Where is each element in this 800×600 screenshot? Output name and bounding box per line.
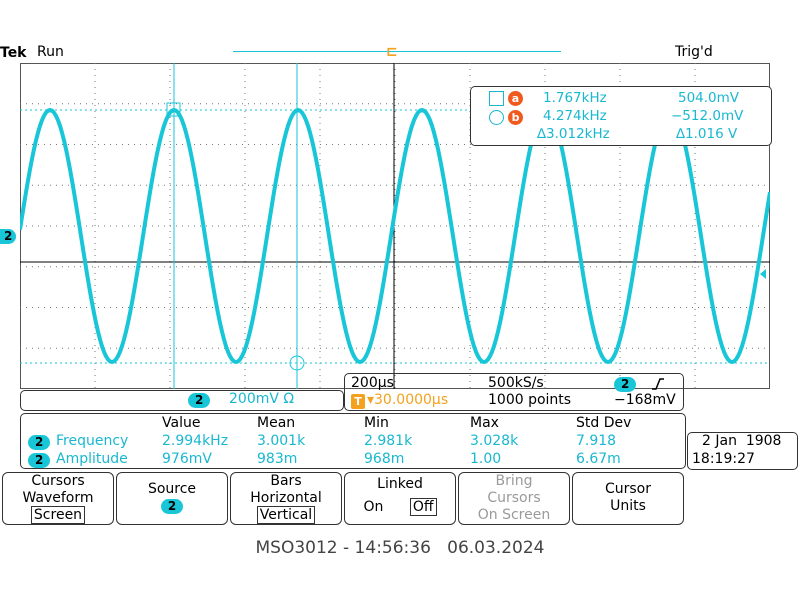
measurements-table: Value Mean Min Max Std Dev 2 Frequency 2…: [20, 413, 686, 469]
linked-on-option: On: [363, 499, 384, 515]
measurement-mean: 3.001k: [257, 433, 306, 449]
measurement-name: Frequency: [56, 433, 129, 449]
cursor-b-badge: b: [508, 110, 523, 125]
cursor-a-square-marker: [166, 102, 181, 117]
timebase-panel[interactable]: 200µs 500kS/s 2 T ▾30.0000µs 1000 points…: [344, 373, 684, 411]
source-label: Source: [147, 481, 197, 497]
sample-rate: 500kS/s: [488, 375, 544, 391]
cursor-a-square-icon: [489, 91, 504, 106]
cursors-waveform-option: Waveform: [22, 490, 94, 506]
cursor-units-label-1: Cursor: [604, 481, 652, 497]
record-length: 1000 points: [488, 392, 572, 408]
horizontal-scale: 200µs: [351, 375, 394, 391]
delta-frequency: ∆3.012kHz: [537, 126, 610, 142]
cursor-a-voltage: 504.0mV: [678, 90, 740, 106]
measurement-std-dev: 6.67m: [576, 451, 621, 467]
header-min: Min: [364, 415, 389, 431]
row-channel-badge: 2: [28, 435, 51, 450]
run-state: Run: [37, 44, 64, 60]
cursor-a-frequency: 1.767kHz: [543, 90, 607, 106]
cursor-readout-panel: a 1.767kHz 504.0mV b 4.274kHz −512.0mV ∆…: [470, 86, 772, 146]
trigger-offset: ▾30.0000µs: [367, 392, 449, 408]
linked-label: Linked: [377, 476, 423, 492]
bars-horizontal-option: Horizontal: [250, 490, 322, 506]
bring-cursors-label: Cursors: [487, 490, 541, 506]
trigger-level: −168mV: [614, 392, 676, 408]
bars-label: Bars: [270, 473, 302, 489]
cursors-label: Cursors: [31, 473, 85, 489]
cursor-a-badge: a: [508, 91, 523, 106]
bars-vertical-option: Vertical: [256, 506, 316, 524]
datetime-panel: 2 Jan 1908 18:19:27: [687, 432, 798, 470]
cursor-units-label-2: Units: [610, 498, 646, 514]
channel-2-badge: 2: [188, 393, 211, 408]
measurement-min: 2.981k: [364, 433, 413, 449]
trigger-source-badge: 2: [614, 377, 637, 392]
cursor-b-voltage: −512.0mV: [671, 108, 744, 124]
channel-2-settings[interactable]: 2 200mV Ω: [20, 390, 344, 411]
footer-caption: MSO3012 - 14:56:36 06.03.2024: [255, 538, 545, 558]
bring-label: Bring: [495, 473, 533, 489]
header-value: Value: [162, 415, 201, 431]
header-mean: Mean: [257, 415, 296, 431]
channel-2-scale: 200mV Ω: [229, 391, 295, 407]
cursors-mode-button[interactable]: Cursors Waveform Screen: [2, 472, 114, 525]
measurement-max: 3.028k: [470, 433, 519, 449]
cursors-screen-option: Screen: [30, 506, 86, 524]
measurement-max: 1.00: [470, 451, 502, 467]
linked-button[interactable]: Linked On Off: [344, 472, 456, 525]
brand-logo: Tek: [0, 45, 27, 61]
cursor-units-button[interactable]: Cursor Units: [572, 472, 684, 525]
date: 2 Jan 1908: [702, 433, 782, 449]
time: 18:19:27: [692, 451, 755, 467]
trigger-state: Trig'd: [675, 44, 713, 60]
row-channel-badge: 2: [28, 453, 51, 468]
measurement-std-dev: 7.918: [576, 433, 617, 449]
channel-2-ground-marker[interactable]: 2: [0, 229, 17, 244]
source-channel-badge: 2: [160, 499, 184, 514]
channel-2-trace: [20, 107, 770, 365]
cursor-b-circle-marker: [289, 355, 305, 371]
measurement-value: 2.994kHz: [162, 433, 229, 449]
header-std-dev: Std Dev: [576, 415, 632, 431]
measurement-min: 968m: [364, 451, 405, 467]
trigger-level-marker: [760, 269, 766, 279]
bars-button[interactable]: Bars Horizontal Vertical: [230, 472, 342, 525]
measurement-value: 976mV: [162, 451, 212, 467]
cursor-b-frequency: 4.274kHz: [543, 108, 607, 124]
trigger-position-icon: ⊏: [386, 44, 398, 60]
cursor-b-circle-icon: [489, 110, 504, 125]
bring-on-screen-label: On Screen: [477, 507, 551, 523]
source-button[interactable]: Source 2: [116, 472, 228, 525]
trigger-offset-icon: T: [351, 394, 365, 409]
rising-edge-icon: [652, 378, 664, 390]
linked-off-option: Off: [409, 498, 437, 516]
measurement-mean: 983m: [257, 451, 298, 467]
bring-cursors-on-screen-button[interactable]: Bring Cursors On Screen: [458, 472, 570, 525]
graticule-grid: [20, 63, 770, 389]
trigger-position-bar: [233, 51, 561, 52]
measurement-name: Amplitude: [56, 451, 128, 467]
delta-voltage: ∆1.016 V: [676, 126, 738, 142]
header-max: Max: [470, 415, 499, 431]
